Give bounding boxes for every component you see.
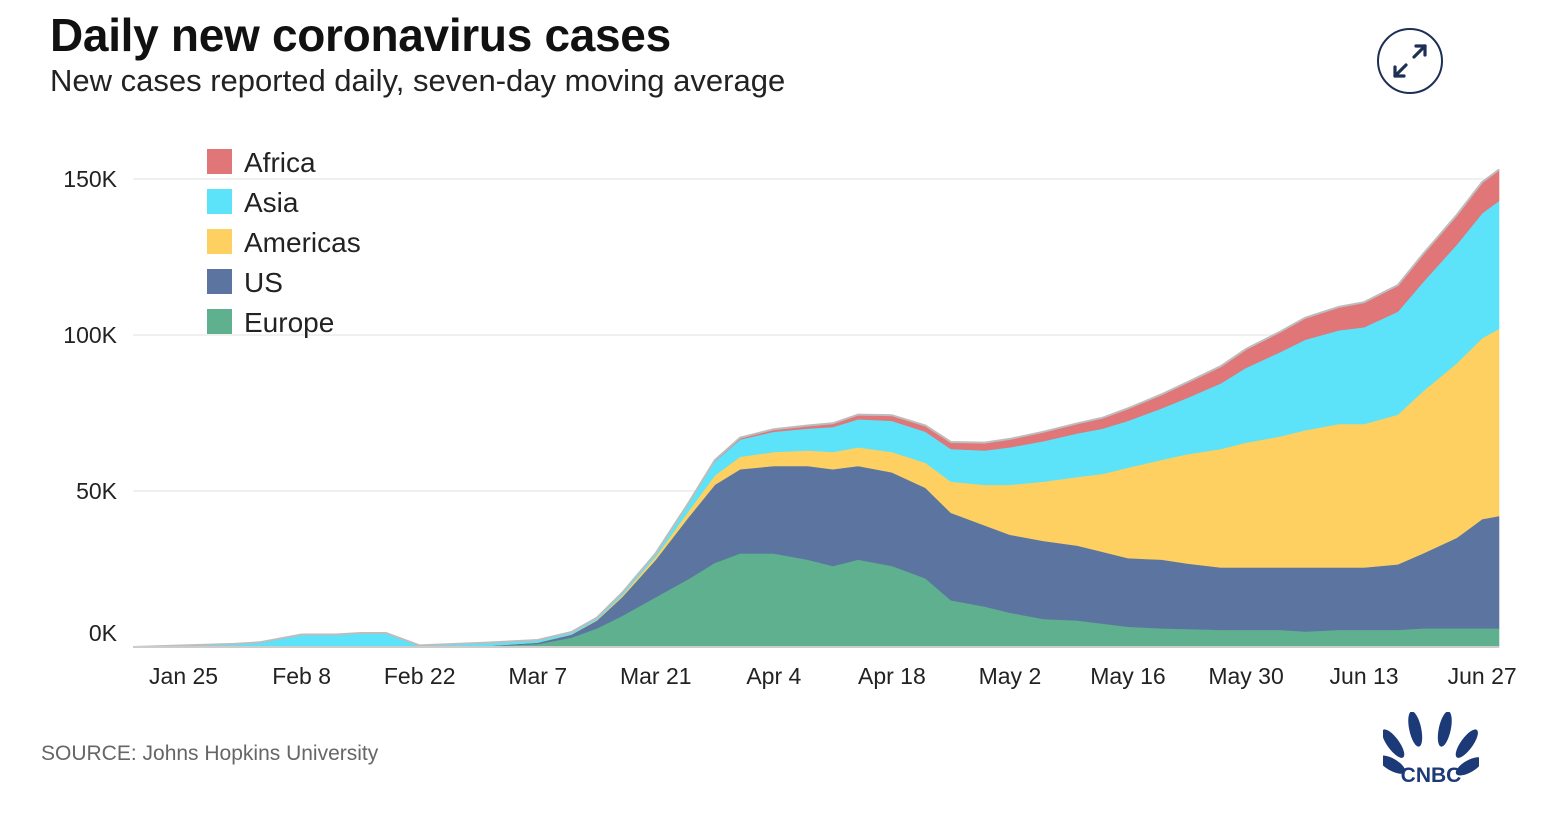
source-note: SOURCE: Johns Hopkins University [41,742,379,765]
y-tick-label: 150K [63,166,117,192]
x-tick-label: Jun 27 [1448,663,1517,689]
legend-label: Africa [244,147,316,178]
x-tick-label: Apr 4 [746,663,801,689]
x-tick-label: Feb 8 [272,663,331,689]
expand-arrows-icon [1393,44,1427,78]
y-tick-label: 0K [89,620,118,646]
legend-swatch [207,309,232,334]
total-outline [132,168,1500,648]
legend-label: US [244,267,283,298]
x-tick-label: Mar 7 [508,663,567,689]
x-tick-label: Apr 18 [858,663,926,689]
peacock-logo-icon: CNBC [1378,711,1483,787]
logo-text: CNBC [1401,764,1462,784]
legend-swatch [207,229,232,254]
stacked-areas [132,168,1500,648]
page-title: Daily new coronavirus cases [50,9,671,61]
cnbc-logo: CNBC [1378,711,1483,789]
x-tick-label: May 30 [1208,663,1283,689]
x-tick-label: Feb 22 [384,663,456,689]
legend-swatch [207,269,232,294]
y-tick-label: 50K [76,478,118,504]
page-subtitle: New cases reported daily, seven-day movi… [50,63,786,98]
legend-label: Asia [244,187,299,218]
legend-label: Americas [244,227,361,258]
axes: 0K 50K 100K 150K Jan 25 Feb 8 Feb 22 Mar 7 Mar 2… [63,166,1516,689]
x-tick-label: May 2 [979,663,1042,689]
x-tick-label: Jan 25 [149,663,218,689]
legend-label: Europe [244,307,334,338]
expand-button[interactable] [1377,28,1443,94]
y-tick-label: 100K [63,322,117,348]
x-tick-label: Jun 13 [1330,663,1399,689]
x-tick-label: Mar 21 [620,663,692,689]
legend-swatch [207,189,232,214]
legend: Africa Asia Americas US Europe [207,147,361,338]
legend-swatch [207,149,232,174]
x-tick-label: May 16 [1090,663,1165,689]
